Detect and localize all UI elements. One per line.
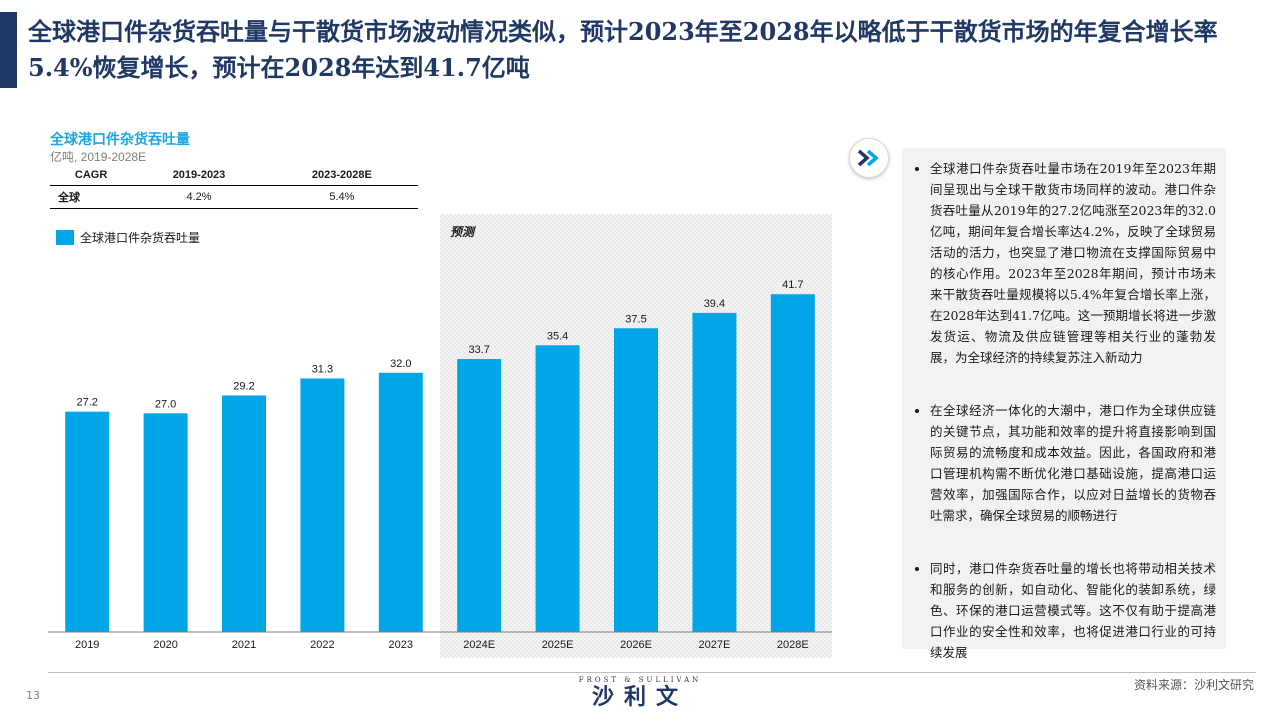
chart-legend: 全球港口件杂货吞吐量 (56, 229, 200, 246)
cagr-header-label: CAGR (50, 165, 133, 186)
commentary-bullet-1: 全球港口件杂货吞吐量市场在2019年至2023年期间呈现出与全球干散货市场同样的… (930, 158, 1216, 368)
commentary-bullet-3: 同时，港口件杂货吞吐量的增长也将带动相关技术和服务的创新，如自动化、智能化的装卸… (930, 558, 1216, 663)
title-accent-bar (0, 12, 17, 88)
x-tick-label: 2019 (75, 639, 99, 651)
logo-english-text: FROST & SULLIVAN (578, 676, 702, 684)
bar-value-label: 31.3 (312, 363, 333, 375)
bar-2028E (770, 294, 815, 632)
bar-value-label: 41.7 (782, 279, 803, 291)
x-tick-label: 2020 (153, 639, 177, 651)
source-note: 资料来源：沙利文研究 (1133, 678, 1254, 692)
commentary-panel: 全球港口件杂货吞吐量市场在2019年至2023年期间呈现出与全球干散货市场同样的… (902, 148, 1226, 660)
chart-subtitle: 亿吨, 2019-2028E (50, 150, 147, 164)
bar-2026E (614, 328, 658, 632)
cagr-table: CAGR 2019-2023 2023-2028E 全球 4.2% 5.4% (50, 165, 418, 209)
cagr-value-1: 4.2% (132, 185, 266, 209)
x-tick-label: 2027E (698, 639, 730, 651)
bar-value-label: 33.7 (468, 344, 489, 356)
bar-2025E (535, 345, 580, 632)
cagr-header-period-2: 2023-2028E (265, 165, 418, 186)
bar-value-label: 37.5 (625, 313, 646, 325)
forecast-label: 预测 (450, 225, 476, 239)
x-tick-label: 2024E (463, 639, 495, 651)
bar-chart: 预测 27.2 2019 27.0 2020 29.2 2021 31.3 2022 32.0 2… (48, 214, 832, 658)
bar-value-label: 27.2 (76, 397, 97, 409)
bar-2027E (692, 312, 737, 632)
legend-label: 全球港口件杂货吞吐量 (80, 231, 201, 245)
cagr-region: 全球 (50, 185, 133, 209)
arrow-icon (849, 138, 889, 178)
bar-2019 (65, 411, 110, 632)
commentary-list: 全球港口件杂货吞吐量市场在2019年至2023年期间呈现出与全球干散货市场同样的… (902, 148, 1226, 663)
cagr-row-global: 全球 4.2% 5.4% (50, 185, 418, 209)
x-tick-label: 2023 (389, 639, 413, 651)
x-tick-label: 2022 (310, 639, 334, 651)
bar-2020 (143, 413, 188, 632)
cagr-value-2: 5.4% (265, 185, 418, 209)
x-tick-label: 2028E (777, 639, 809, 651)
x-tick-label: 2021 (232, 639, 256, 651)
footer-divider (48, 672, 1256, 673)
cagr-header-row: CAGR 2019-2023 2023-2028E (50, 165, 418, 186)
x-tick-label: 2026E (620, 639, 652, 651)
bar-2024E (457, 359, 502, 632)
commentary-bullet-2: 在全球经济一体化的大潮中，港口作为全球供应链的关键节点，其功能和效率的提升将直接… (930, 400, 1216, 526)
page-title: 全球港口件杂货吞吐量与干散货市场波动情况类似，预计2023年至2028年以略低于… (28, 17, 1218, 82)
company-logo: FROST & SULLIVAN 沙利文 (560, 676, 720, 710)
bar-2021 (222, 395, 266, 632)
logo-chinese-text: 沙利文 (591, 684, 688, 710)
bar-value-label: 32.0 (390, 358, 411, 370)
bar-value-label: 39.4 (704, 298, 725, 310)
bar-value-label: 29.2 (233, 380, 254, 392)
bar-value-label: 35.4 (547, 330, 568, 342)
legend-swatch (56, 230, 74, 245)
double-chevron-right-icon (857, 149, 879, 167)
bar-2022 (300, 378, 345, 632)
cagr-header-period-1: 2019-2023 (132, 165, 266, 186)
bar-2023 (378, 372, 423, 632)
chart-title: 全球港口件杂货吞吐量 (50, 132, 190, 148)
bar-value-label: 27.0 (155, 398, 176, 410)
page-number: 13 (26, 689, 40, 702)
x-tick-label: 2025E (542, 639, 574, 651)
